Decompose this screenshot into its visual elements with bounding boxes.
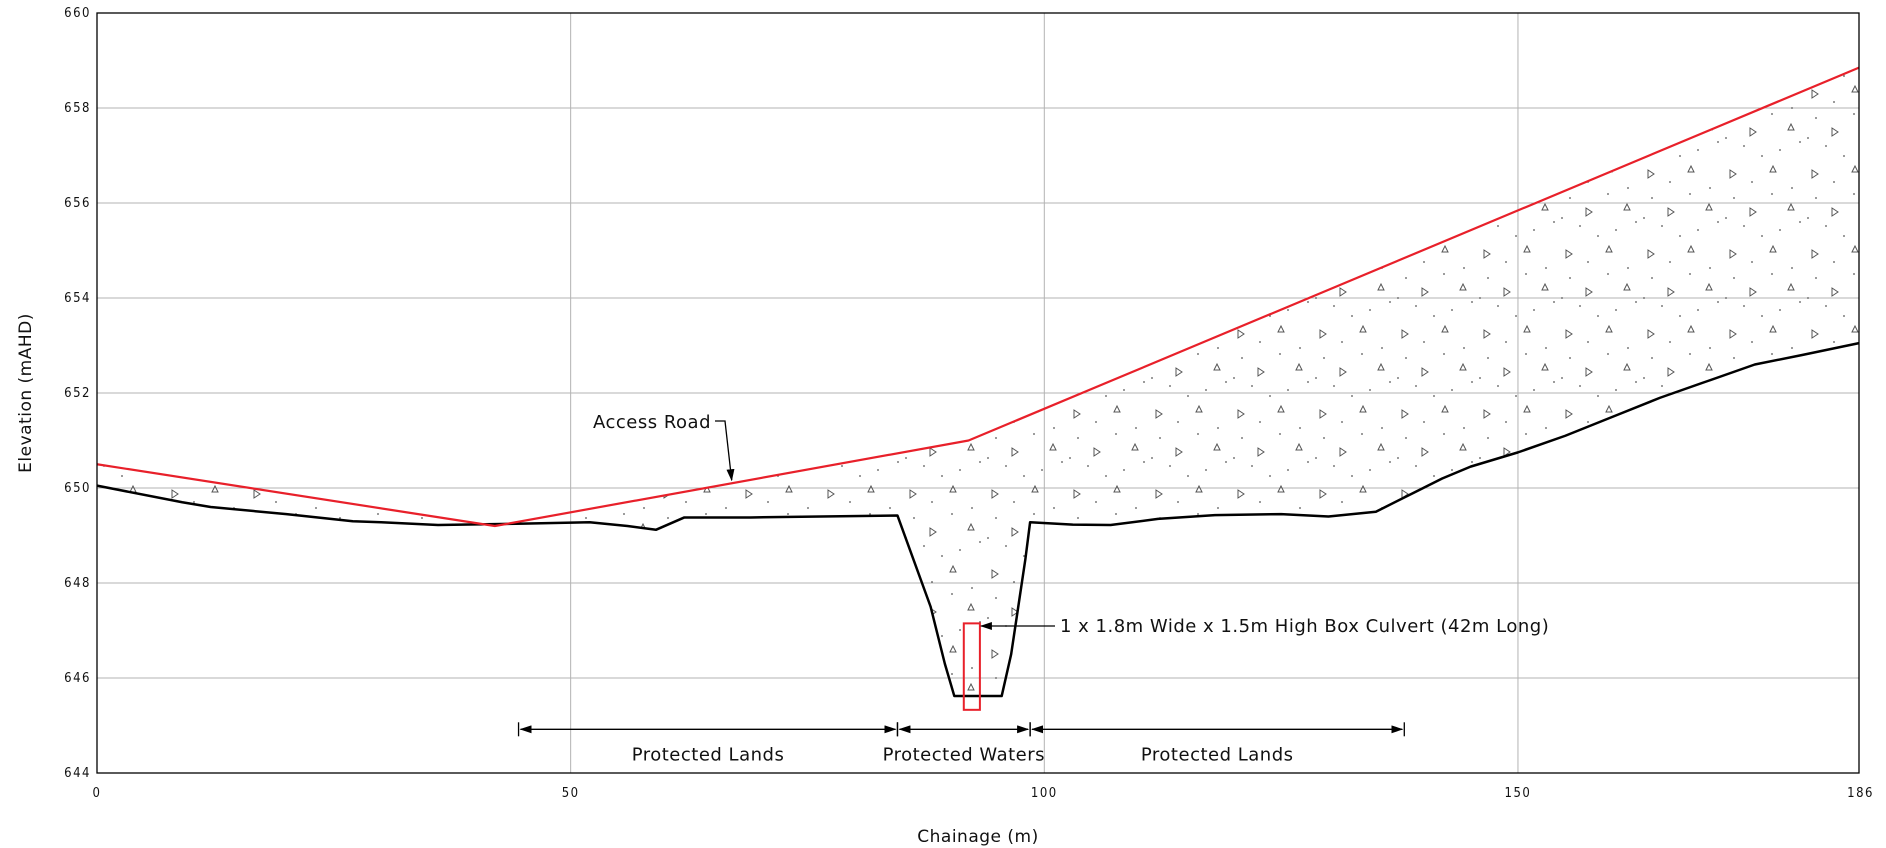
y-tick-label: 654	[64, 291, 91, 306]
y-tick-label: 656	[64, 196, 91, 211]
x-axis-label: Chainage (m)	[917, 827, 1038, 847]
x-tick-label: 150	[1505, 786, 1532, 801]
box-culvert	[962, 622, 981, 711]
y-axis-label: Elevation (mAHD)	[16, 313, 36, 473]
access-road-leader	[715, 420, 735, 482]
y-tick-label: 660	[64, 6, 91, 21]
y-axis-ticks: 644 646 648 650 652 654 656 658 660	[64, 6, 91, 781]
annotations: Access Road 1 x 1.8m Wide x 1.5m High Bo…	[593, 412, 1549, 637]
x-tick-label: 100	[1031, 786, 1058, 801]
span-dimensions: Protected Lands Protected Waters Protected…	[517, 722, 1405, 765]
series-layer	[96, 66, 1860, 698]
span-label: Protected Lands	[632, 744, 785, 765]
access-road-line	[96, 66, 1860, 528]
y-tick-label: 652	[64, 386, 91, 401]
x-tick-label: 50	[562, 786, 580, 801]
x-tick-label: 0	[93, 786, 102, 801]
y-tick-label: 658	[64, 101, 91, 116]
culvert-label: 1 x 1.8m Wide x 1.5m High Box Culvert (4…	[1060, 616, 1549, 637]
fill-hatch-area	[97, 67, 1859, 697]
x-axis-ticks: 0 50 100 150 186	[93, 786, 1874, 801]
y-tick-label: 646	[64, 671, 91, 686]
y-tick-label: 648	[64, 576, 91, 591]
y-tick-label: 650	[64, 481, 91, 496]
plot-frame	[96, 12, 1860, 774]
ground-line	[96, 341, 1860, 698]
y-tick-label: 644	[64, 766, 91, 781]
x-tick-label: 186	[1847, 786, 1874, 801]
access-road-label: Access Road	[593, 412, 711, 433]
span-label: Protected Waters	[883, 744, 1045, 765]
span-label: Protected Lands	[1141, 744, 1294, 765]
